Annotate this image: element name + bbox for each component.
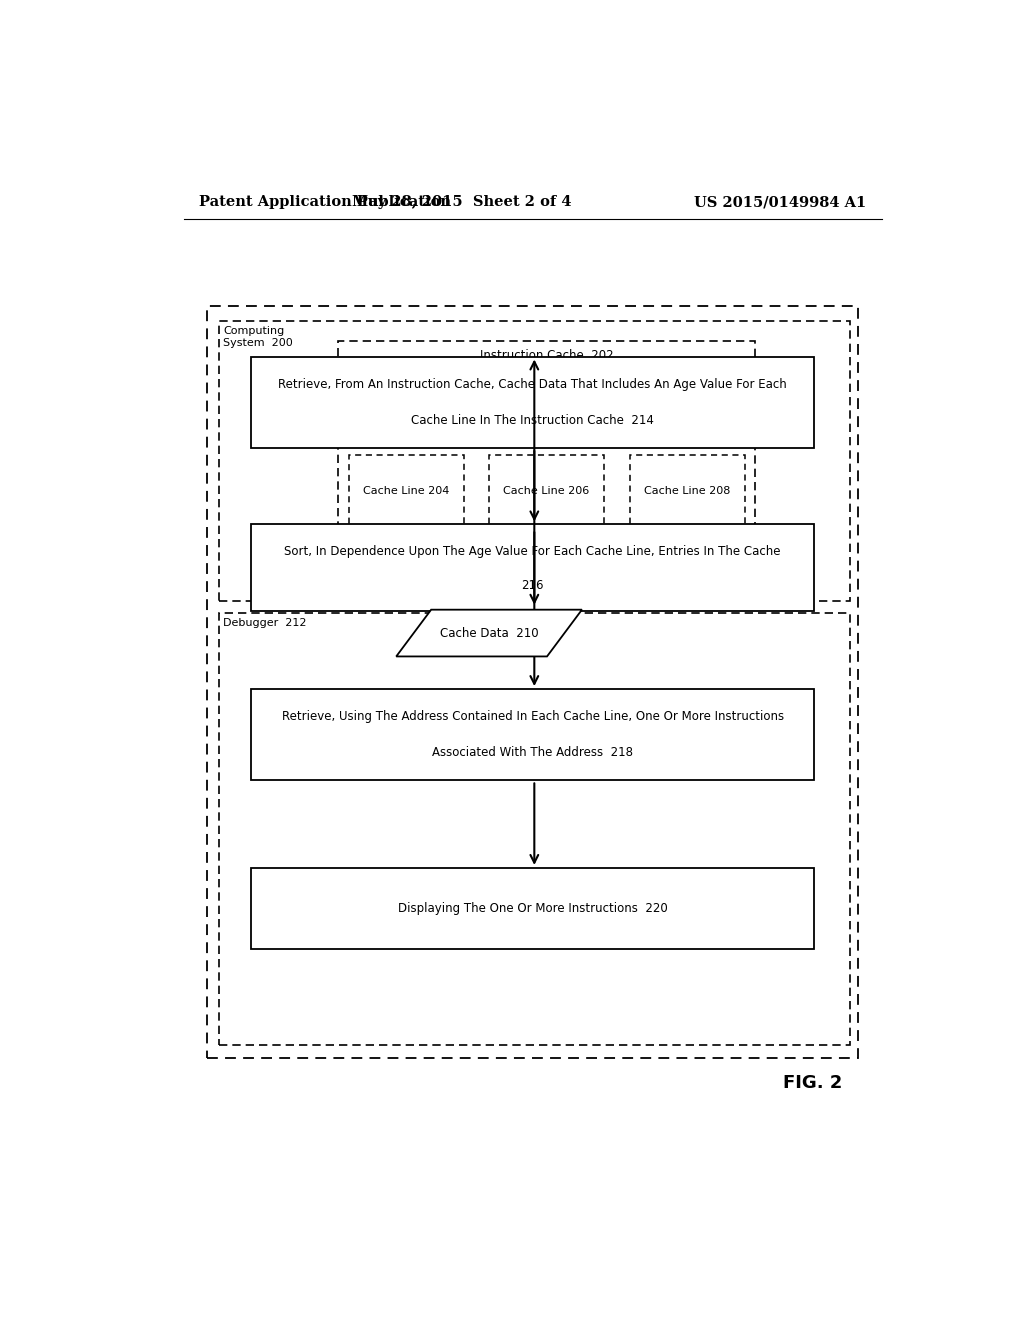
Text: Cache Line 204: Cache Line 204 <box>362 486 450 496</box>
FancyBboxPatch shape <box>251 356 814 447</box>
FancyBboxPatch shape <box>251 524 814 611</box>
Text: Retrieve, Using The Address Contained In Each Cache Line, One Or More Instructio: Retrieve, Using The Address Contained In… <box>282 710 783 723</box>
Text: US 2015/0149984 A1: US 2015/0149984 A1 <box>694 195 866 209</box>
Polygon shape <box>396 610 582 656</box>
Text: Retrieve, From An Instruction Cache, Cache Data That Includes An Age Value For E: Retrieve, From An Instruction Cache, Cac… <box>279 378 787 391</box>
Text: Cache Data  210: Cache Data 210 <box>439 627 539 640</box>
Text: 216: 216 <box>521 579 544 593</box>
Text: Instruction Cache  202: Instruction Cache 202 <box>480 350 613 363</box>
Text: Displaying The One Or More Instructions  220: Displaying The One Or More Instructions … <box>398 902 668 915</box>
FancyBboxPatch shape <box>251 867 814 949</box>
Text: Computing
System  200: Computing System 200 <box>223 326 293 347</box>
Text: Cache Line 208: Cache Line 208 <box>644 486 730 496</box>
Text: Associated With The Address  218: Associated With The Address 218 <box>432 747 633 759</box>
Text: Sort, In Dependence Upon The Age Value For Each Cache Line, Entries In The Cache: Sort, In Dependence Upon The Age Value F… <box>285 545 781 558</box>
Text: May 28, 2015  Sheet 2 of 4: May 28, 2015 Sheet 2 of 4 <box>351 195 571 209</box>
Text: FIG. 2: FIG. 2 <box>782 1074 842 1093</box>
Text: Debugger  212: Debugger 212 <box>223 618 307 628</box>
Text: Patent Application Publication: Patent Application Publication <box>200 195 452 209</box>
FancyBboxPatch shape <box>251 689 814 780</box>
Text: Cache Line 206: Cache Line 206 <box>504 486 590 496</box>
Text: Cache Line In The Instruction Cache  214: Cache Line In The Instruction Cache 214 <box>412 414 654 428</box>
